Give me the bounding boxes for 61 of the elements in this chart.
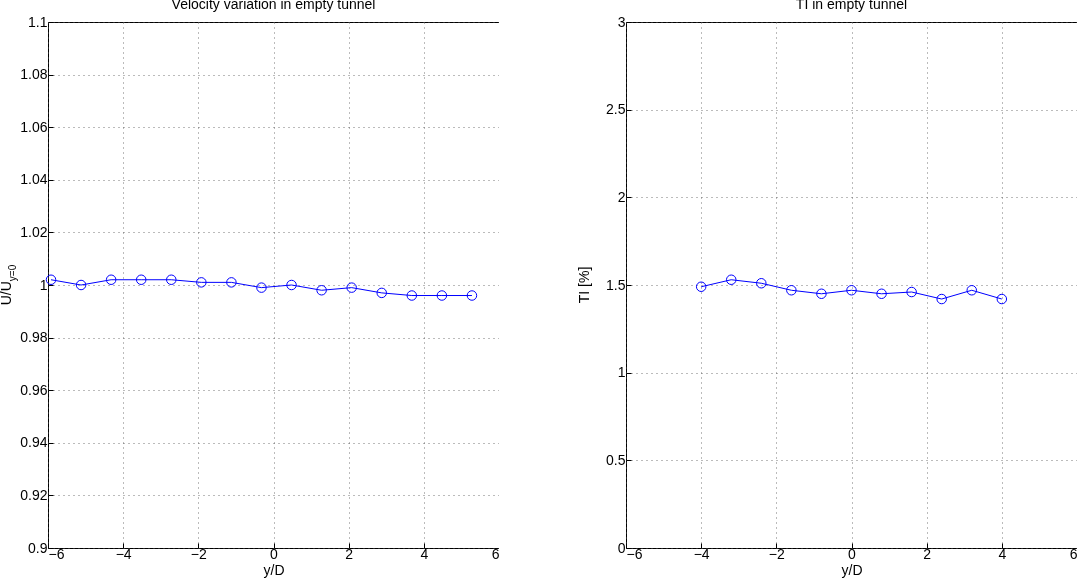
x-tick-label: 6 [491,545,500,562]
x-tick-label: 0 [270,545,279,562]
point [376,287,387,299]
y-tick-label: 3 [617,13,626,30]
point [846,285,857,296]
point [166,274,177,285]
y-tick-label: 2.5 [606,101,626,118]
y-tick-label: 1.1 [28,13,48,30]
y-tick-label: 0.94 [20,434,48,451]
x-tick-label: 2 [345,545,354,562]
point [756,278,767,289]
x-tick-label: −4 [115,545,132,562]
point [725,274,737,285]
point [816,288,827,299]
y-tick-label: 0.9 [28,539,48,556]
y-tick-label: 0.96 [20,381,48,398]
point [105,274,117,285]
x-axis-title: y/D [841,561,863,578]
x-tick-label: −2 [768,545,786,562]
point [996,293,1008,305]
point [286,279,297,291]
point [966,285,978,296]
point [135,274,147,285]
x-tick-label: 4 [420,545,429,562]
point [906,286,917,298]
y-tick-label: 0.5 [606,451,626,468]
x-tick-label: 2 [923,545,932,562]
point [316,285,327,296]
y-tick-label: 1 [617,364,626,381]
x-tick-label: −2 [190,545,208,562]
point [196,277,207,288]
y-axis-title: U/Uy=0 [0,264,18,306]
y-tick-label: 0.98 [20,329,48,346]
x-tick-label: −4 [693,545,710,562]
point [936,293,947,305]
x-tick-label: −6 [48,545,65,562]
point [75,279,87,291]
point [346,282,357,293]
x-axis-title: y/D [263,561,285,578]
point [45,274,57,285]
y-axis-title: TI [%] [576,266,592,304]
point [226,277,237,288]
point [786,285,797,296]
y-tick-label: 1 [39,276,48,293]
y-tick-label: 1.04 [20,171,48,188]
point [256,282,267,293]
y-tick-label: 1.02 [20,223,48,240]
point [466,290,478,301]
y-tick-label: 1.5 [606,276,626,293]
point [695,281,707,292]
x-tick-label: 4 [998,545,1007,562]
point [436,290,448,301]
y-tick-label: 1.08 [20,66,48,83]
point [406,290,418,301]
y-tick-label: 2 [617,188,626,205]
x-tick-label: 0 [848,545,857,562]
y-tick-label: 1.06 [20,118,48,135]
x-tick-label: 6 [1069,545,1078,562]
point [876,288,887,299]
y-tick-label: 0.92 [20,486,48,503]
x-tick-label: −6 [626,545,643,562]
